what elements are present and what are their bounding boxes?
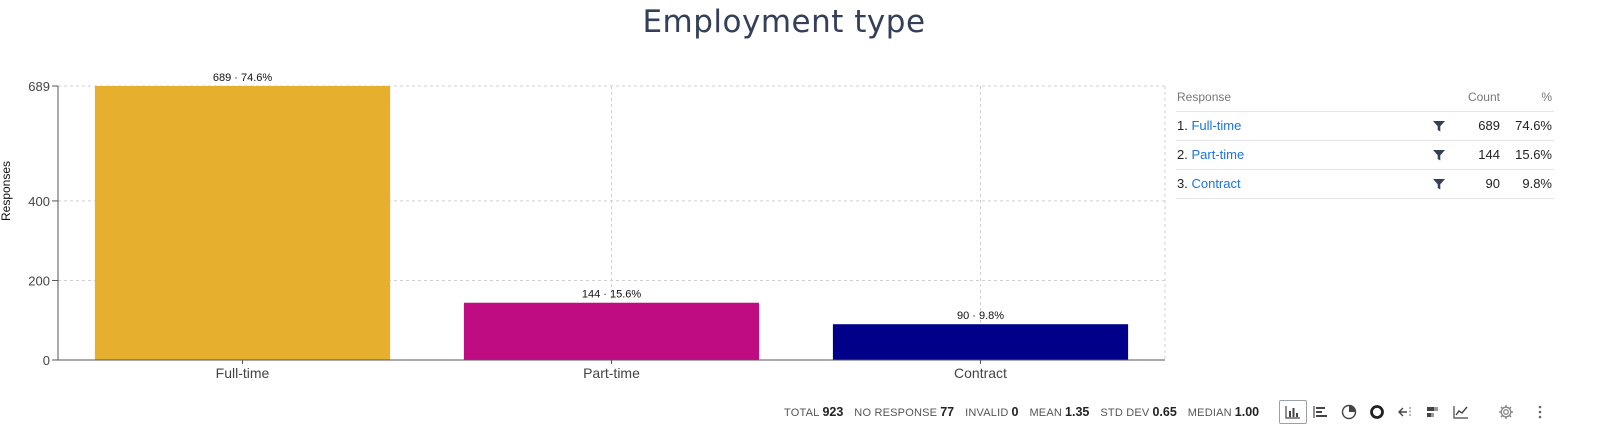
- header-pct: %: [1541, 90, 1552, 104]
- table-header: Response Count %: [1176, 84, 1554, 112]
- row-count: 689: [1478, 118, 1500, 133]
- header-count: Count: [1467, 90, 1500, 104]
- bar-contract: [832, 324, 1129, 360]
- pie-chart-icon[interactable]: [1335, 400, 1363, 424]
- response-table: Response Count % 1. Full-time 689 74.6% …: [1176, 84, 1554, 199]
- data-label: 144 · 15.6%: [582, 289, 642, 301]
- row-rank: 1.: [1177, 118, 1188, 133]
- chart-title: Employment type: [642, 4, 926, 40]
- row-pct: 9.8%: [1522, 176, 1552, 191]
- y-tick-label: 0: [43, 353, 50, 368]
- stat-mean: MEAN 1.35: [1029, 405, 1090, 419]
- filter-icon[interactable]: [1432, 170, 1446, 198]
- table-row: 2. Part-time 144 15.6%: [1176, 141, 1554, 170]
- stat-std-dev: STD DEV 0.65: [1100, 405, 1177, 419]
- row-pct: 74.6%: [1515, 118, 1552, 133]
- response-link-contract[interactable]: Contract: [1191, 176, 1241, 191]
- response-link-full-time[interactable]: Full-time: [1191, 118, 1242, 133]
- donut-chart-icon[interactable]: [1363, 400, 1391, 424]
- stat-no-response: NO RESPONSE 77: [854, 405, 955, 419]
- filter-icon[interactable]: [1432, 112, 1446, 140]
- y-tick-label: 689: [28, 79, 50, 94]
- response-link-part-time[interactable]: Part-time: [1191, 147, 1245, 162]
- stacked-bar-icon[interactable]: [1419, 400, 1447, 424]
- table-row: 1. Full-time 689 74.6%: [1176, 112, 1554, 141]
- stat-median: MEDIAN 1.00: [1187, 405, 1260, 419]
- row-pct: 15.6%: [1515, 147, 1552, 162]
- chart-type-toolbar: [1279, 400, 1475, 424]
- header-response: Response: [1177, 90, 1232, 104]
- row-count: 90: [1485, 176, 1500, 191]
- stat-total: TOTAL 923: [784, 405, 844, 419]
- table-row: 3. Contract 90 9.8%: [1176, 170, 1554, 199]
- stats-bar: TOTAL 923 NO RESPONSE 77 INVALID 0 MEAN 1.35…: [784, 398, 1270, 426]
- line-chart-icon[interactable]: [1447, 400, 1475, 424]
- bar-full-time: [94, 86, 391, 360]
- comparison-icon[interactable]: [1391, 400, 1419, 424]
- horizontal-bar-chart-icon[interactable]: [1307, 400, 1335, 424]
- y-axis-label: Responses: [0, 160, 13, 221]
- x-tick-label: Full-time: [216, 365, 270, 381]
- bar-chart-icon[interactable]: [1279, 400, 1307, 424]
- y-tick-label: 400: [28, 194, 50, 209]
- data-label: 90 · 9.8%: [957, 310, 1004, 322]
- x-tick-label: Part-time: [583, 365, 640, 381]
- row-rank: 3.: [1177, 176, 1188, 191]
- gear-icon[interactable]: [1494, 400, 1518, 424]
- y-tick-label: 200: [28, 273, 50, 288]
- row-count: 144: [1478, 147, 1500, 162]
- stat-invalid: INVALID 0: [965, 405, 1019, 419]
- bar-part-time: [463, 302, 760, 360]
- filter-icon[interactable]: [1432, 141, 1446, 169]
- x-tick-label: Contract: [954, 365, 1007, 381]
- row-rank: 2.: [1177, 147, 1188, 162]
- more-options-icon[interactable]: [1530, 400, 1550, 424]
- bar-chart: 0 200 400 689 689 · 74.6% Full-time 144 · 15.6…: [28, 72, 1166, 381]
- data-label: 689 · 74.6%: [213, 72, 273, 84]
